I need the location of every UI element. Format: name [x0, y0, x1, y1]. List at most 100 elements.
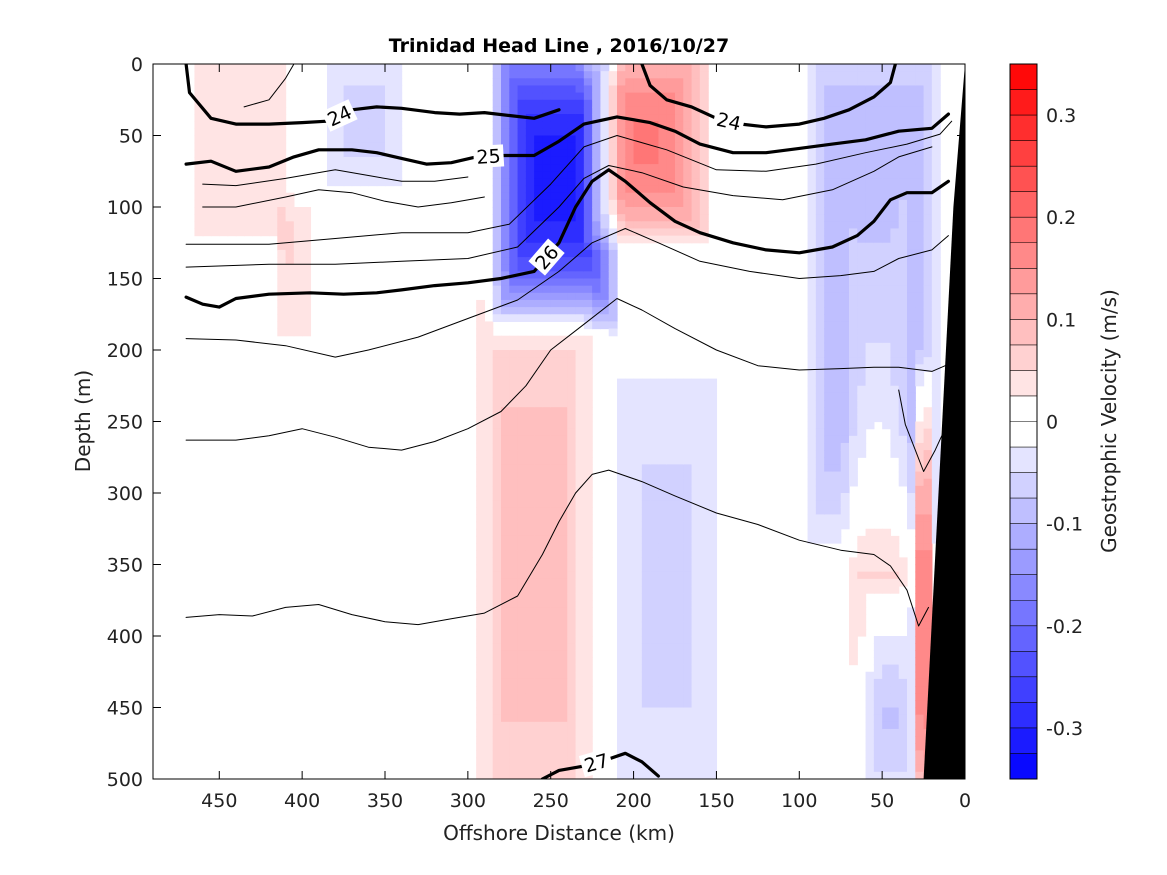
velocity-cell: [517, 521, 527, 530]
velocity-cell: [617, 149, 626, 158]
velocity-cell: [650, 378, 660, 387]
velocity-cell: [832, 114, 842, 122]
velocity-cell: [708, 385, 718, 394]
velocity-cell: [666, 736, 676, 744]
velocity-cell: [592, 99, 602, 108]
velocity-cell: [368, 156, 378, 165]
velocity-cell: [890, 264, 900, 272]
velocity-cell: [567, 464, 577, 473]
velocity-cell: [509, 628, 519, 637]
velocity-cell: [583, 121, 593, 129]
velocity-cell: [699, 557, 709, 566]
velocity-cell: [890, 185, 900, 194]
velocity-cell: [484, 521, 494, 530]
velocity-cell: [592, 71, 602, 79]
velocity-cell: [633, 700, 643, 709]
velocity-cell: [865, 414, 875, 423]
velocity-cell: [658, 235, 668, 244]
velocity-cell: [650, 664, 660, 673]
velocity-cell: [675, 607, 684, 616]
velocity-cell: [625, 614, 635, 623]
velocity-cell: [832, 471, 842, 480]
velocity-cell: [923, 106, 933, 115]
velocity-cell: [890, 278, 900, 287]
velocity-cell: [542, 636, 552, 644]
velocity-cell: [865, 764, 875, 773]
velocity-cell: [625, 485, 635, 494]
velocity-cell: [492, 471, 502, 480]
velocity-cell: [293, 271, 303, 280]
velocity-cell: [907, 500, 916, 508]
velocity-cell: [302, 292, 312, 301]
velocity-cell: [890, 428, 900, 437]
velocity-cell: [641, 228, 651, 237]
velocity-cell: [327, 171, 336, 179]
velocity-cell: [476, 571, 486, 580]
velocity-cell: [608, 121, 618, 129]
velocity-cell: [360, 149, 370, 158]
velocity-cell: [476, 442, 486, 451]
velocity-cell: [517, 535, 527, 544]
velocity-cell: [907, 350, 916, 358]
velocity-cell: [658, 607, 668, 616]
velocity-cell: [269, 192, 278, 201]
velocity-cell: [807, 171, 817, 179]
velocity-cell: [260, 207, 270, 215]
velocity-cell: [915, 128, 925, 137]
velocity-cell: [641, 400, 651, 408]
velocity-cell: [658, 442, 668, 451]
velocity-cell: [675, 500, 684, 508]
velocity-cell: [824, 493, 834, 501]
velocity-cell: [658, 507, 668, 516]
velocity-cell: [376, 114, 386, 122]
velocity-cell: [691, 156, 701, 165]
velocity-cell: [476, 364, 486, 373]
velocity-cell: [873, 636, 883, 644]
velocity-cell: [559, 278, 568, 287]
velocity-cell: [907, 736, 916, 744]
velocity-cell: [501, 400, 510, 408]
velocity-cell: [542, 528, 552, 537]
velocity-cell: [583, 228, 593, 237]
velocity-cell: [849, 106, 858, 115]
velocity-cell: [666, 378, 676, 387]
velocity-cell: [550, 643, 560, 651]
velocity-cell: [683, 736, 693, 744]
velocity-cell: [890, 178, 900, 187]
velocity-cell: [907, 707, 916, 716]
velocity-cell: [931, 400, 941, 408]
velocity-cell: [592, 321, 602, 330]
velocity-cell: [666, 407, 676, 415]
contour-label-background: [321, 99, 358, 132]
velocity-cell: [476, 585, 486, 594]
velocity-cell: [873, 207, 883, 215]
velocity-cell: [517, 299, 527, 308]
velocity-cell: [633, 521, 643, 530]
velocity-cell: [351, 64, 361, 72]
velocity-cell: [658, 414, 668, 423]
velocity-cell: [293, 249, 303, 258]
velocity-cell: [666, 621, 676, 630]
velocity-cell: [915, 121, 925, 129]
velocity-cell: [501, 528, 510, 537]
velocity-cell: [907, 307, 916, 315]
velocity-cell: [517, 671, 527, 680]
velocity-cell: [509, 264, 519, 272]
velocity-cell: [343, 156, 353, 165]
velocity-cell: [898, 228, 908, 237]
velocity-cell: [683, 535, 693, 544]
velocity-cell: [608, 242, 618, 251]
velocity-cell: [525, 156, 535, 165]
velocity-cell: [484, 600, 494, 608]
velocity-cell: [583, 249, 593, 258]
velocity-cell: [840, 328, 850, 337]
velocity-cell: [501, 771, 510, 779]
velocity-cell: [857, 192, 867, 201]
velocity-cell: [683, 707, 693, 716]
velocity-cell: [658, 500, 668, 508]
velocity-cell: [219, 135, 229, 144]
velocity-cell: [534, 500, 544, 508]
velocity-cell: [567, 728, 577, 737]
velocity-cell: [376, 99, 386, 108]
velocity-cell: [194, 121, 204, 129]
